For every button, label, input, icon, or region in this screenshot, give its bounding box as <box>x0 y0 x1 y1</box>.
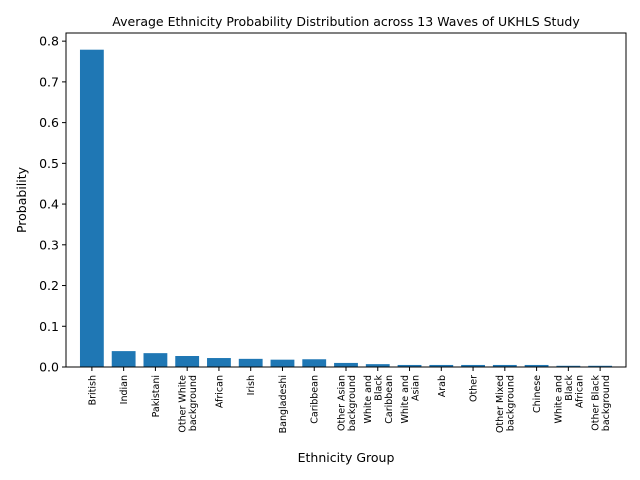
bar-12 <box>461 364 485 367</box>
bar-6 <box>270 359 295 367</box>
bar-3 <box>175 356 200 367</box>
x-tick-label: Chinese <box>532 375 543 413</box>
y-axis-label: Probability <box>14 166 29 233</box>
x-tick-label: British <box>87 375 98 405</box>
bar-16 <box>588 365 613 367</box>
x-tick-label: White and <box>400 375 411 424</box>
chart-title: Average Ethnicity Probability Distributi… <box>112 14 580 29</box>
y-tick-label: 0.8 <box>39 34 59 49</box>
x-tick-label: Black <box>373 375 384 401</box>
y-tick-label: 0.0 <box>39 360 59 375</box>
plot-area <box>79 49 613 367</box>
x-axis-label: Ethnicity Group <box>298 450 395 465</box>
y-tick-label: 0.2 <box>39 278 59 293</box>
bar-13 <box>492 364 517 367</box>
y-tick-label: 0.1 <box>39 319 59 334</box>
x-tick-label: Indian <box>119 375 130 404</box>
bar-15 <box>556 365 581 367</box>
x-tick-label: Pakistani <box>151 375 162 417</box>
bar-1 <box>111 351 136 367</box>
x-tick-label: Arab <box>437 375 448 397</box>
x-tick-label: African <box>214 375 225 408</box>
x-tick-label: White and <box>553 375 564 424</box>
x-tick-label: Caribbean <box>384 375 395 424</box>
x-tick-label: Other White <box>177 375 188 433</box>
x-tick-label: background <box>601 375 612 431</box>
x-tick-label: Other <box>469 375 480 402</box>
x-tick-label: Other Black <box>590 375 601 431</box>
y-tick-label: 0.3 <box>39 237 59 252</box>
x-axis: British Indian Pakistani Other White backgro… <box>87 367 612 433</box>
plot-frame <box>65 32 627 368</box>
bar-0 <box>79 49 104 367</box>
bar-7 <box>302 359 327 367</box>
bar-11 <box>429 364 454 367</box>
bar-2 <box>143 353 168 367</box>
bar-10 <box>397 364 422 367</box>
y-tick-label: 0.6 <box>39 115 59 130</box>
x-tick-label: White and <box>363 375 374 424</box>
y-axis: 0.0 0.1 0.2 0.3 0.4 0.5 0.6 0.7 0.8 <box>39 34 66 375</box>
x-tick-label: background <box>506 375 517 431</box>
x-tick-label: Bangladeshi <box>278 375 289 433</box>
x-tick-label: Black <box>564 375 575 401</box>
y-tick-label: 0.7 <box>39 74 59 89</box>
bar-14 <box>524 364 549 367</box>
bar-5 <box>238 358 263 367</box>
bar-8 <box>334 362 358 367</box>
y-tick-label: 0.5 <box>39 156 59 171</box>
x-tick-label: Asian <box>410 375 421 401</box>
x-tick-label: Other Mixed <box>495 375 506 433</box>
x-tick-label: background <box>347 375 358 431</box>
x-tick-label: Caribbean <box>310 375 321 424</box>
bar-9 <box>365 364 390 367</box>
y-tick-label: 0.4 <box>39 197 59 212</box>
x-tick-label: background <box>188 375 199 431</box>
x-tick-label: Irish <box>246 375 257 395</box>
x-tick-label: African <box>574 375 585 408</box>
x-tick-label: Other Asian <box>336 375 347 431</box>
bar-4 <box>207 358 231 367</box>
